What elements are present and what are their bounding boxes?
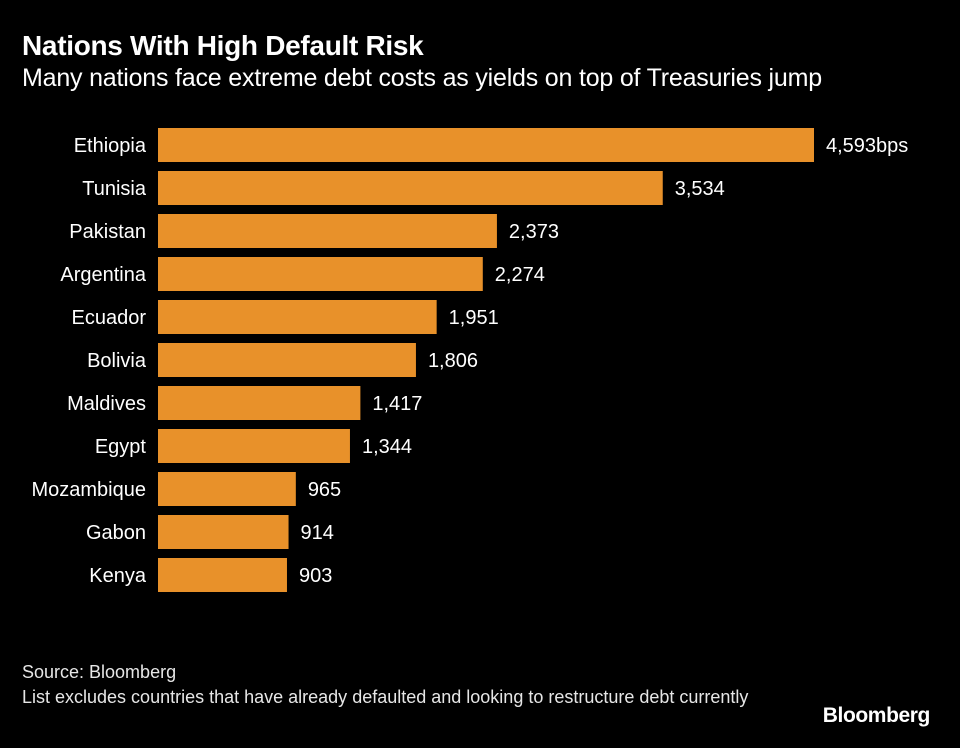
value-label-gabon: 914: [301, 522, 334, 544]
category-label-tunisia: Tunisia: [82, 178, 147, 200]
value-label-mozambique: 965: [308, 479, 341, 501]
category-label-mozambique: Mozambique: [31, 479, 146, 501]
bar-maldives: [158, 386, 361, 420]
value-label-tunisia: 3,534: [675, 178, 725, 200]
value-label-bolivia: 1,806: [428, 350, 478, 372]
category-label-egypt: Egypt: [95, 436, 147, 458]
bar-tunisia: [158, 171, 663, 205]
bar-ecuador: [158, 300, 437, 334]
value-label-kenya: 903: [299, 565, 332, 587]
chart-title: Nations With High Default Risk: [22, 30, 424, 61]
value-label-maldives: 1,417: [372, 393, 422, 415]
category-label-ecuador: Ecuador: [72, 307, 147, 329]
footnote: List excludes countries that have alread…: [22, 687, 749, 707]
bar-pakistan: [158, 214, 497, 248]
value-label-ecuador: 1,951: [449, 307, 499, 329]
bar-egypt: [158, 429, 350, 463]
bloomberg-logo: Bloomberg: [822, 704, 931, 727]
value-label-pakistan: 2,373: [509, 221, 559, 243]
bar-bolivia: [158, 343, 416, 377]
bars-group: Ethiopia 4,593bps Tunisia 3,534 Pakistan 2,37…: [31, 128, 908, 592]
value-label-argentina: 2,274: [495, 264, 545, 286]
category-label-bolivia: Bolivia: [87, 350, 147, 372]
bar-ethiopia: [158, 128, 814, 162]
category-label-ethiopia: Ethiopia: [74, 135, 147, 157]
category-label-argentina: Argentina: [60, 264, 146, 286]
category-label-pakistan: Pakistan: [69, 221, 146, 243]
category-label-kenya: Kenya: [89, 565, 147, 587]
category-label-maldives: Maldives: [67, 393, 146, 415]
source-note: Source: Bloomberg: [22, 662, 177, 682]
bar-kenya: [158, 558, 287, 592]
bar-mozambique: [158, 472, 296, 506]
category-label-gabon: Gabon: [86, 522, 146, 544]
bar-gabon: [158, 515, 289, 549]
bar-argentina: [158, 257, 483, 291]
value-label-egypt: 1,344: [362, 436, 412, 458]
bar-chart: Ethiopia 4,593bps Tunisia 3,534 Pakistan 2,37…: [31, 128, 908, 592]
value-label-ethiopia: 4,593bps: [826, 135, 908, 157]
chart-subtitle: Many nations face extreme debt costs as …: [22, 64, 822, 92]
